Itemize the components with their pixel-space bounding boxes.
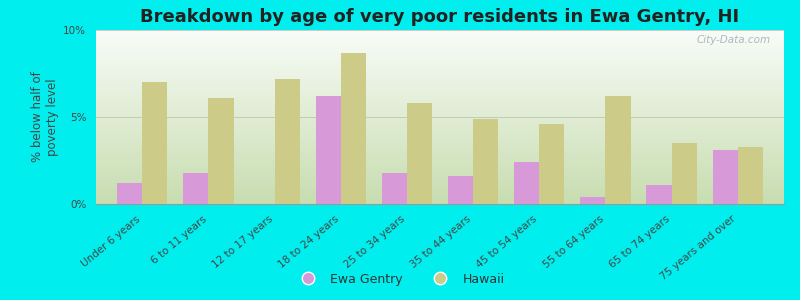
Bar bbox=[183, 173, 209, 204]
Bar bbox=[407, 103, 432, 204]
Bar bbox=[316, 96, 341, 204]
Bar bbox=[209, 98, 234, 204]
Bar bbox=[448, 176, 473, 204]
Bar bbox=[514, 162, 539, 204]
Bar bbox=[606, 96, 630, 204]
Bar bbox=[382, 173, 407, 204]
Bar bbox=[341, 52, 366, 204]
Bar bbox=[713, 150, 738, 204]
Bar bbox=[142, 82, 167, 204]
Bar bbox=[539, 124, 564, 204]
Bar bbox=[671, 143, 697, 204]
Legend: Ewa Gentry, Hawaii: Ewa Gentry, Hawaii bbox=[290, 268, 510, 291]
Title: Breakdown by age of very poor residents in Ewa Gentry, HI: Breakdown by age of very poor residents … bbox=[141, 8, 739, 26]
Bar bbox=[738, 147, 763, 204]
Bar bbox=[580, 197, 606, 204]
Text: City-Data.com: City-Data.com bbox=[696, 35, 770, 45]
Y-axis label: % below half of
poverty level: % below half of poverty level bbox=[31, 72, 59, 162]
Bar bbox=[117, 183, 142, 204]
Bar bbox=[274, 79, 300, 204]
Bar bbox=[473, 119, 498, 204]
Bar bbox=[646, 185, 671, 204]
